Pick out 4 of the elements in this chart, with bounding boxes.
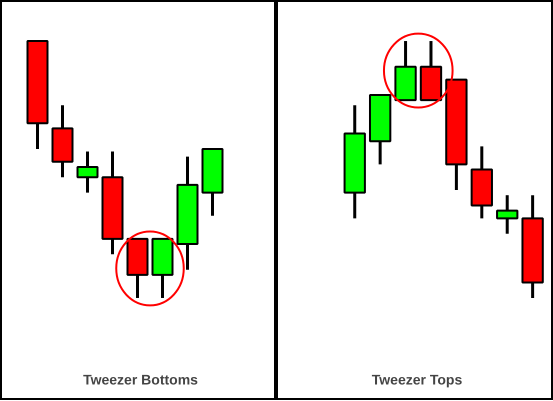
candlestick [496, 195, 518, 234]
text: Tweezer Tops [372, 372, 462, 388]
candlestick [76, 152, 98, 193]
text: Tweezer Bottoms [83, 372, 198, 388]
